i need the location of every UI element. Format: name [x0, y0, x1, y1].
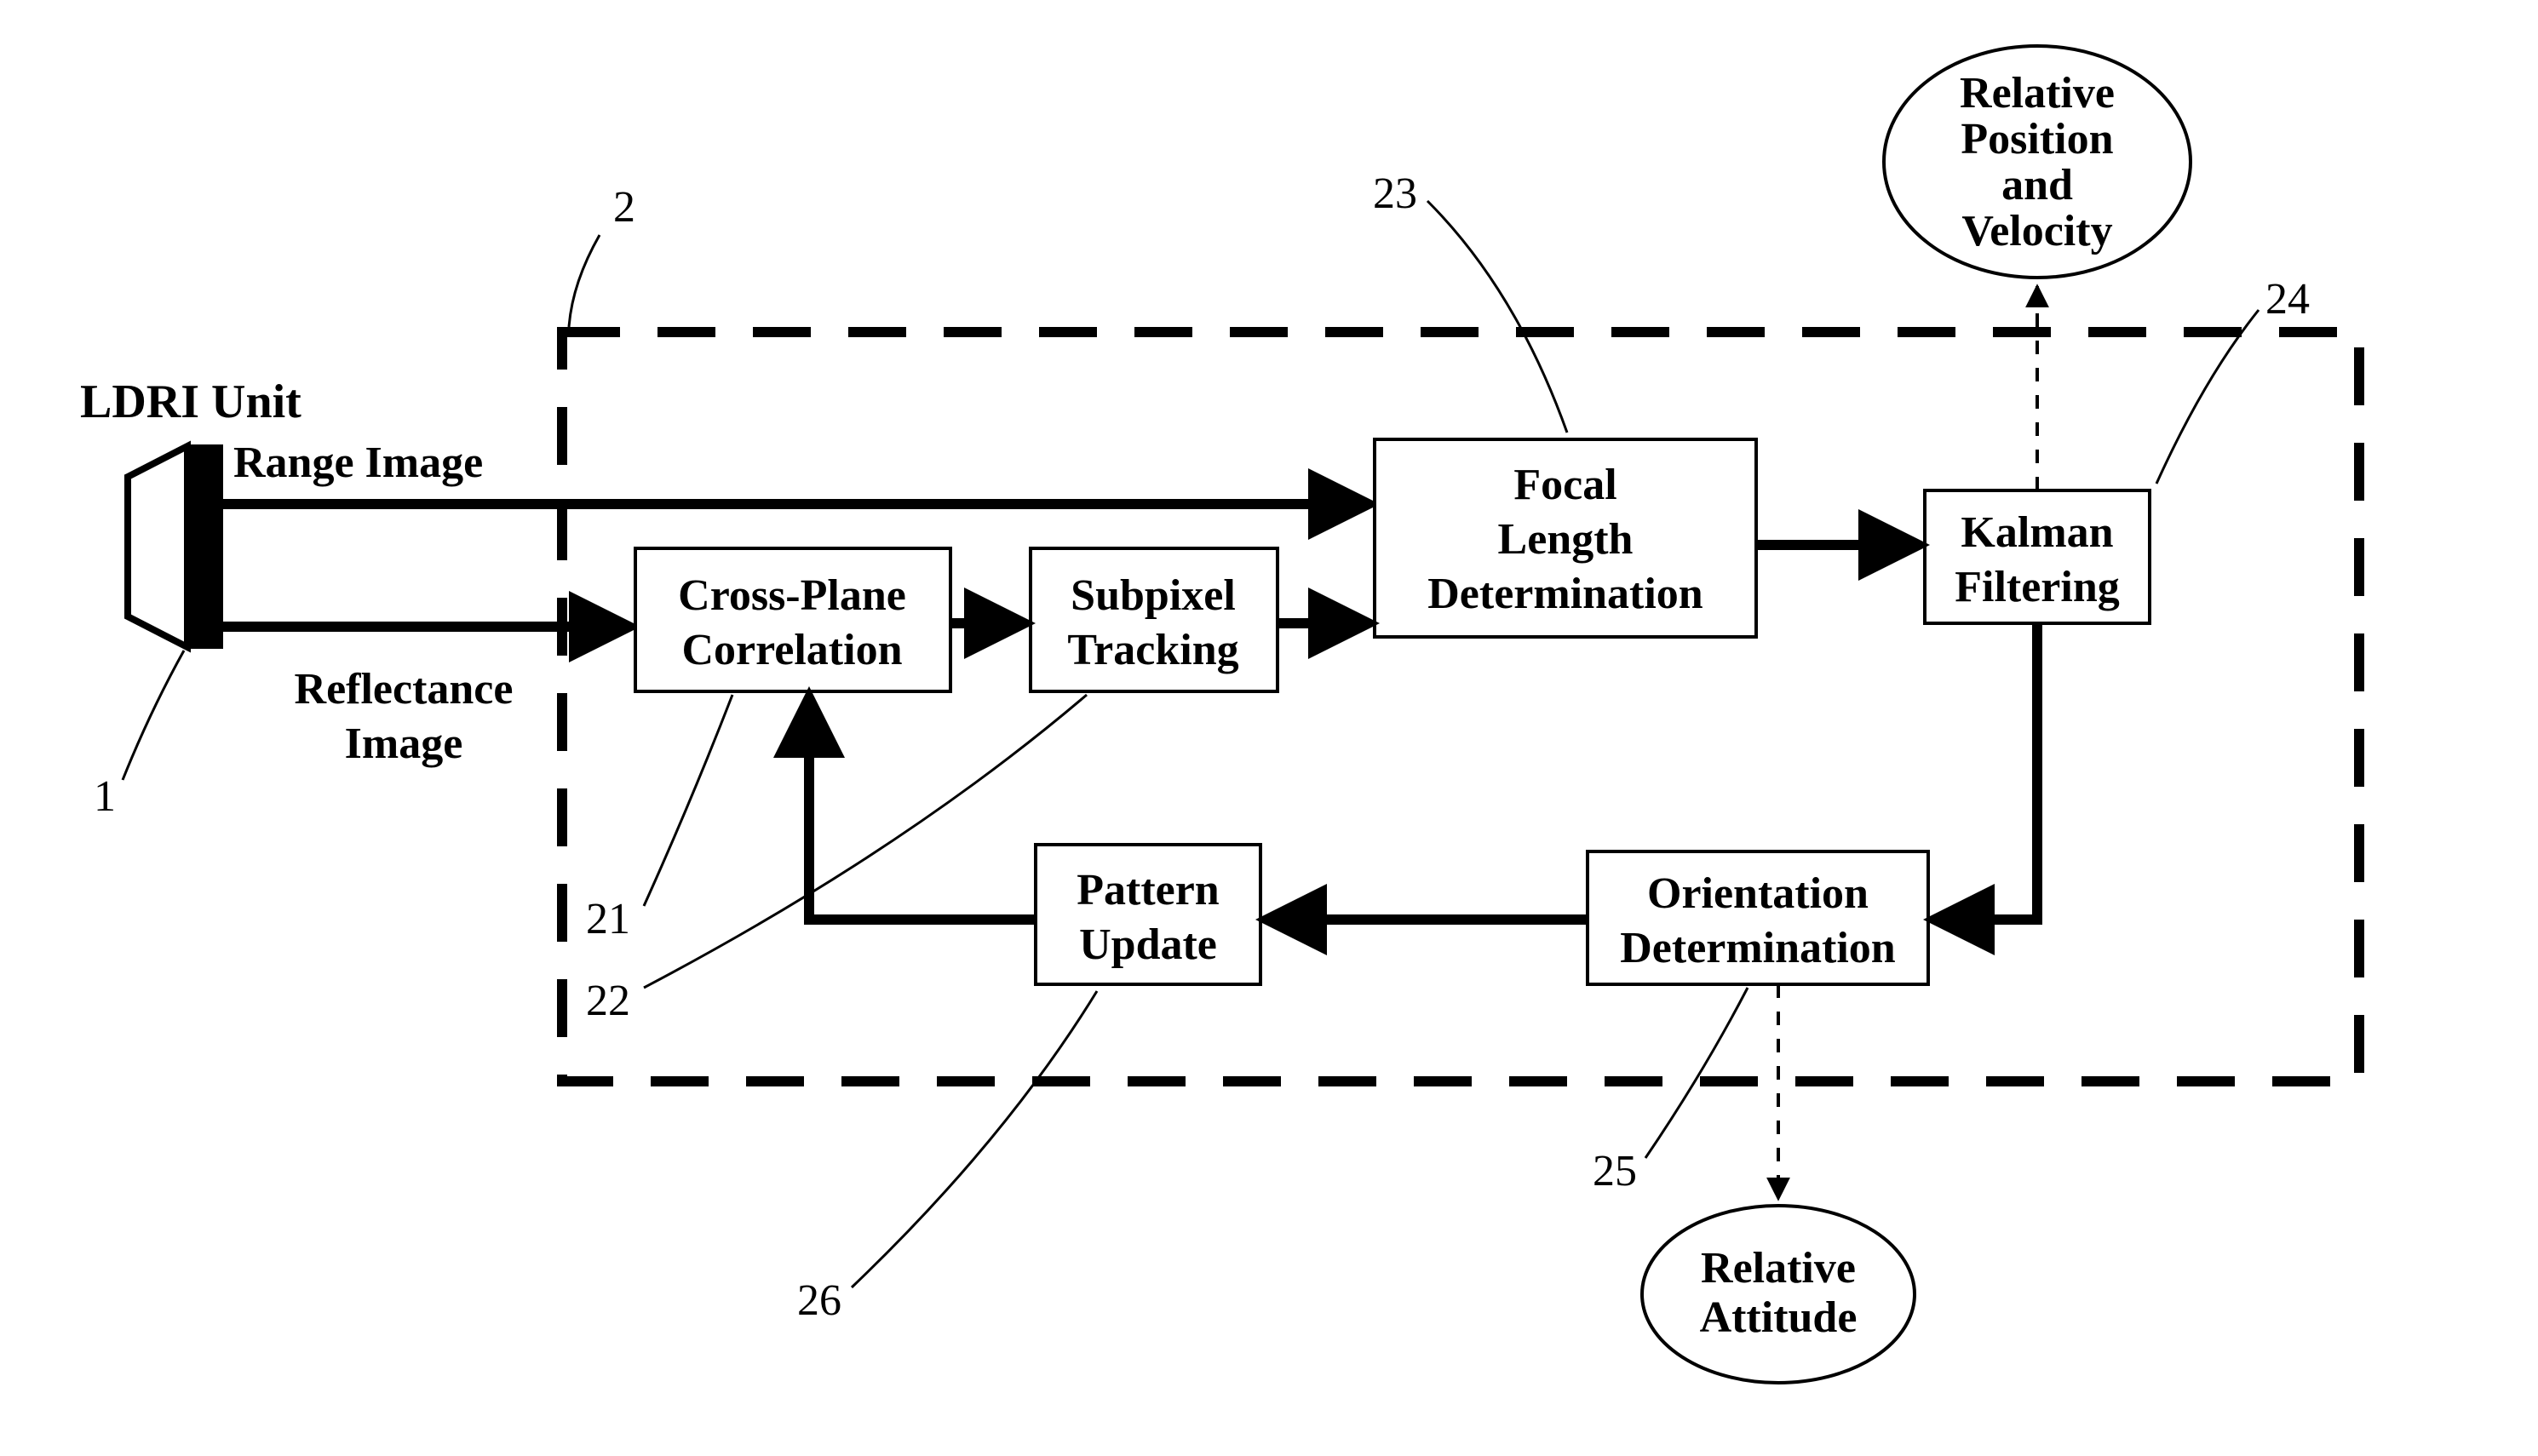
lead-22 — [644, 695, 1087, 988]
e-pattern-crossplane — [809, 698, 1036, 920]
ref-26: 26 — [797, 1276, 841, 1325]
rpv-l3: and — [2001, 161, 2073, 209]
rpv-l2: Position — [1961, 115, 2113, 163]
focal-l2: Length — [1498, 515, 1634, 564]
rpv-l1: Relative — [1960, 69, 2115, 118]
orientation-l1: Orientation — [1647, 869, 1869, 918]
ra-l2: Attitude — [1700, 1293, 1858, 1342]
lead-21 — [644, 695, 732, 906]
ref-1: 1 — [94, 772, 116, 821]
rpv-l4: Velocity — [1961, 207, 2112, 255]
ref-21: 21 — [586, 895, 630, 943]
pattern-l2: Update — [1079, 920, 1217, 969]
ldri-unit-label: LDRI Unit — [80, 375, 301, 428]
kalman-l1: Kalman — [1961, 508, 2113, 557]
cross-plane-l2: Correlation — [682, 626, 903, 674]
range-image-label: Range Image — [233, 439, 483, 487]
subpixel-l2: Tracking — [1067, 626, 1238, 674]
focal-l3: Determination — [1427, 570, 1703, 618]
ref-25: 25 — [1593, 1147, 1637, 1195]
reflectance-label-1: Reflectance — [295, 665, 514, 714]
e-kalman-orientation — [1935, 623, 2037, 920]
subpixel-l1: Subpixel — [1071, 571, 1236, 620]
orientation-l2: Determination — [1620, 924, 1896, 972]
focal-l1: Focal — [1513, 461, 1616, 509]
pattern-l1: Pattern — [1077, 866, 1220, 914]
flowchart-diagram: LDRI Unit Range Image Reflectance Image … — [0, 0, 2538, 1456]
lead-23 — [1427, 201, 1567, 433]
lead-1 — [123, 651, 184, 780]
reflectance-label-2: Image — [345, 719, 463, 768]
ldri-unit-icon — [128, 446, 221, 647]
cross-plane-l1: Cross-Plane — [678, 571, 906, 620]
ra-l1: Relative — [1701, 1244, 1856, 1293]
lead-26 — [852, 991, 1097, 1287]
ref-23: 23 — [1373, 169, 1417, 218]
lead-2 — [569, 235, 600, 327]
ref-22: 22 — [586, 977, 630, 1025]
ref-24: 24 — [2265, 275, 2310, 324]
kalman-l2: Filtering — [1955, 563, 2120, 611]
lead-25 — [1645, 988, 1748, 1158]
ref-2: 2 — [613, 183, 635, 232]
